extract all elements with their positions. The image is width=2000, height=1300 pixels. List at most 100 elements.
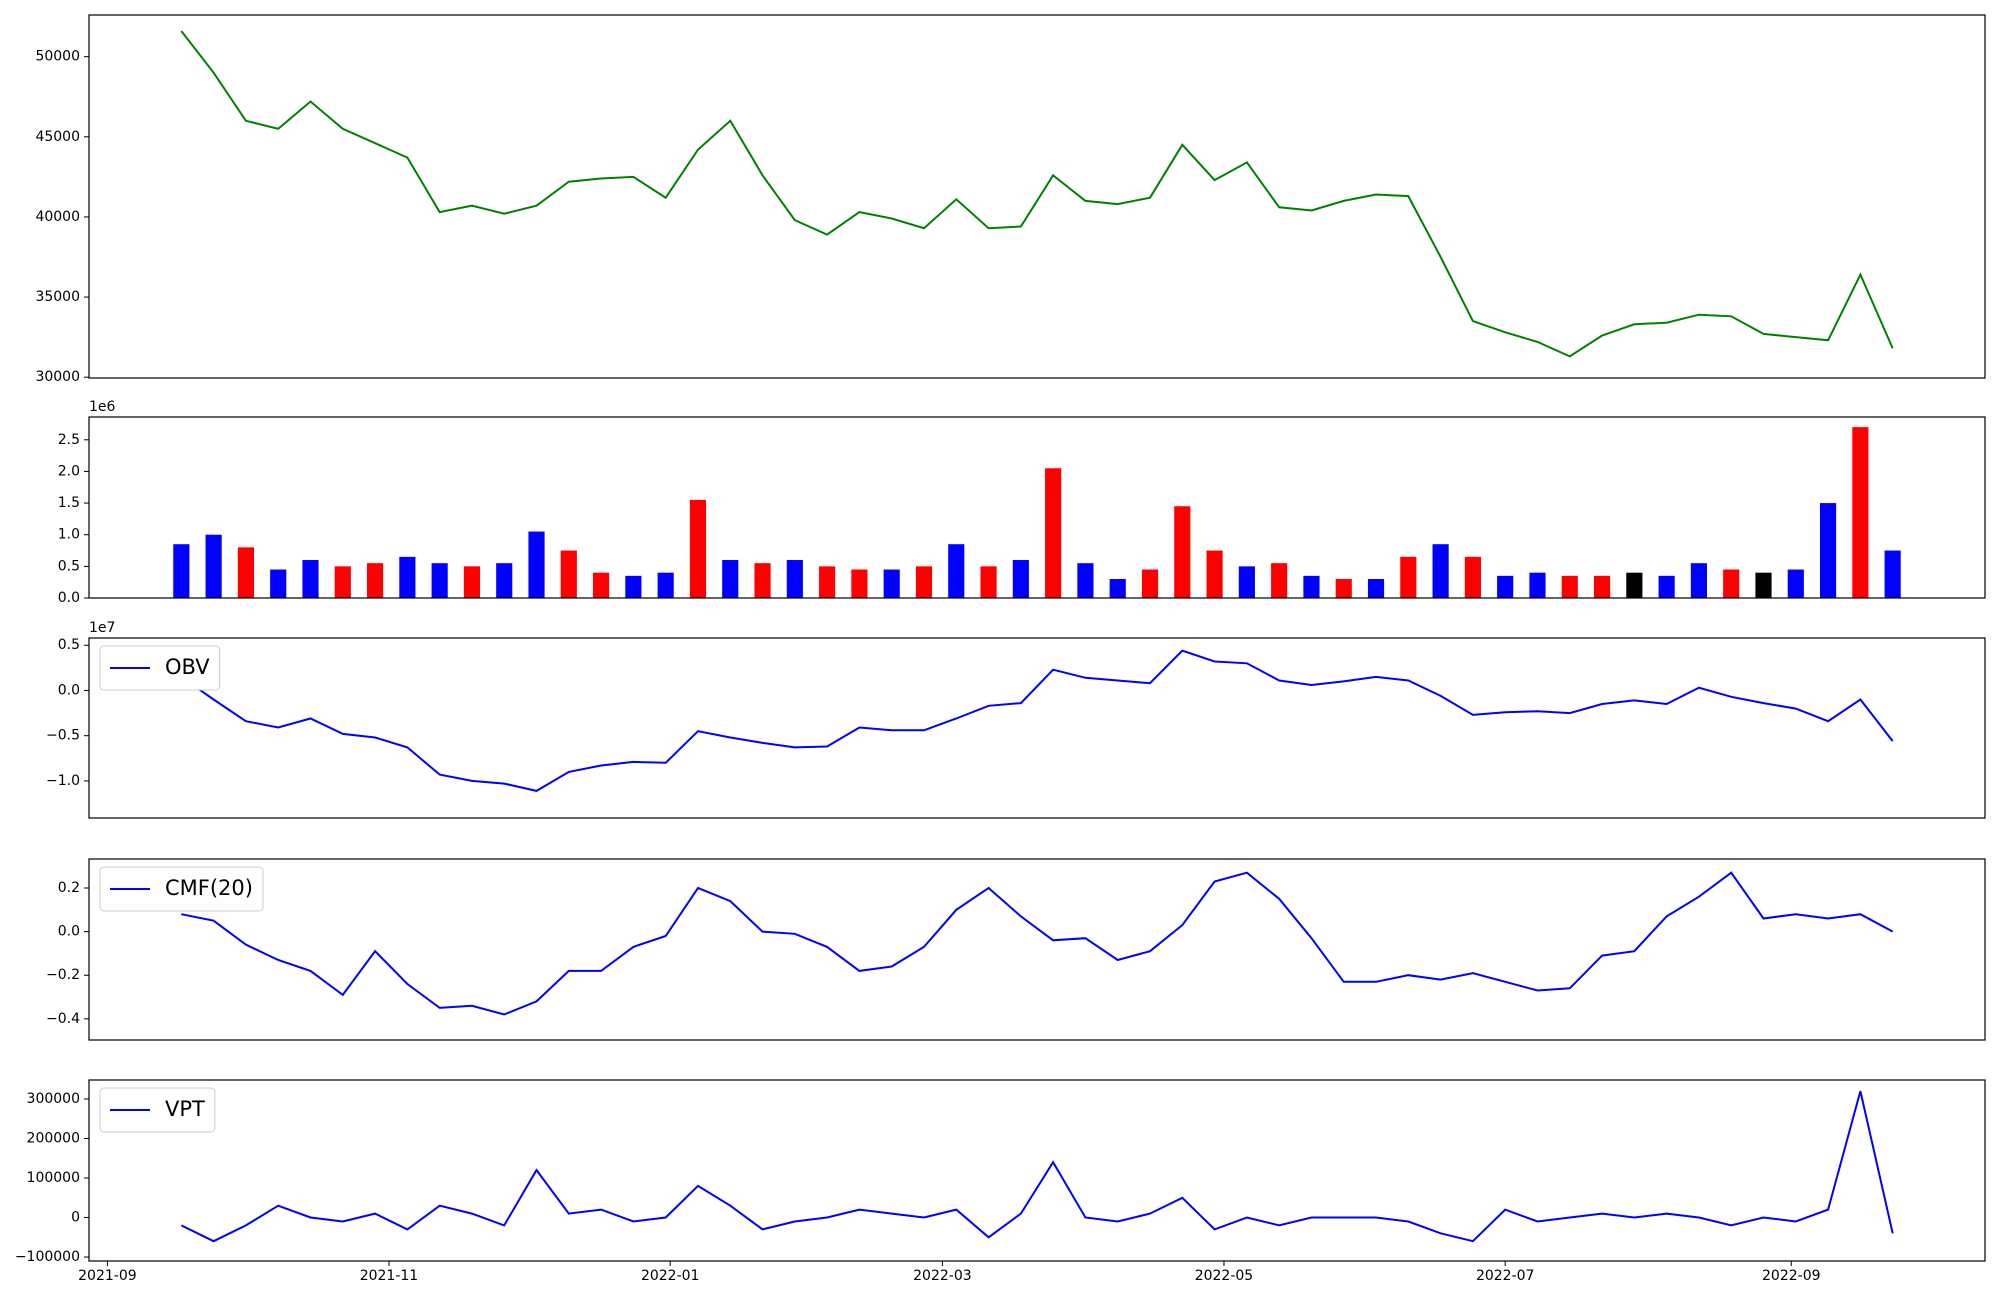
x-tick-label: 2022-03 [913, 1268, 972, 1284]
bar [1852, 427, 1869, 598]
bar [1400, 556, 1417, 598]
bar [1884, 550, 1901, 598]
bar [1820, 503, 1837, 598]
bar [883, 569, 900, 598]
x-tick-label: 2022-05 [1195, 1268, 1254, 1284]
bar [1529, 572, 1546, 598]
bar [173, 544, 190, 598]
bar [1045, 468, 1062, 598]
bar [302, 560, 319, 598]
legend-label: CMF(20) [165, 876, 253, 900]
bar [980, 566, 997, 598]
axes-frame [88, 14, 1986, 379]
y-tick-label: 2.0 [58, 463, 80, 479]
bar [1497, 575, 1514, 598]
bar [689, 499, 707, 598]
y-tick-label: 45000 [35, 129, 80, 145]
bar [593, 572, 610, 598]
bar [463, 566, 481, 598]
y-tick-label: 100000 [27, 1170, 80, 1186]
y-tick-label: 0.0 [58, 590, 80, 606]
bar [496, 563, 513, 598]
bar [1626, 572, 1643, 598]
bar [1012, 560, 1029, 598]
bar [1109, 579, 1126, 598]
legend-box [99, 1087, 216, 1133]
y-tick-label: 0.0 [58, 682, 80, 698]
bar [915, 566, 933, 598]
y-tick-label: 0.5 [58, 558, 80, 574]
bar [786, 560, 803, 598]
bar [1723, 569, 1740, 598]
y-tick-label: 0.5 [58, 637, 80, 653]
line-series [181, 871, 1894, 1016]
y-tick-label: 0.0 [58, 924, 80, 940]
bar [1690, 563, 1707, 598]
bar [528, 531, 545, 598]
y-tick-label: −100000 [15, 1249, 80, 1265]
y-tick-label: −0.4 [46, 1011, 80, 1027]
axes-frame [88, 1079, 1986, 1262]
bar [1206, 550, 1223, 598]
bar [399, 556, 416, 598]
y-tick-label: −0.2 [46, 967, 80, 983]
bar [754, 563, 771, 598]
bar [657, 572, 674, 598]
offset-label: 1e6 [89, 399, 116, 415]
y-tick-label: −0.5 [46, 728, 80, 744]
bar [367, 563, 384, 598]
legend-label: VPT [165, 1097, 205, 1121]
bar [1367, 579, 1385, 598]
bar [431, 563, 448, 598]
bar [1271, 563, 1288, 598]
y-tick-label: 35000 [35, 289, 80, 305]
legend-label: OBV [165, 655, 210, 679]
x-tick-label: 2022-07 [1476, 1268, 1535, 1284]
axes-frame [88, 637, 1986, 819]
x-tick-label: 2022-09 [1762, 1268, 1821, 1284]
bar [625, 575, 642, 598]
bar [1593, 575, 1611, 598]
bar [334, 566, 351, 598]
y-tick-label: 1.0 [58, 527, 80, 543]
legend-box [99, 645, 221, 691]
bar [237, 547, 254, 598]
bar [270, 569, 287, 598]
y-tick-label: 0 [71, 1210, 80, 1226]
bar [1658, 575, 1675, 598]
bar [722, 560, 739, 598]
line-series [180, 30, 1894, 358]
bar [851, 569, 868, 598]
offset-label: 1e7 [89, 620, 115, 636]
y-tick-label: −1.0 [46, 773, 80, 789]
y-tick-label: 30000 [35, 369, 80, 385]
bar [1755, 572, 1772, 598]
bar [1238, 566, 1255, 598]
line-series [180, 649, 1894, 792]
y-tick-label: 0.2 [58, 880, 80, 896]
bar [1335, 579, 1352, 598]
bar [1787, 569, 1804, 598]
y-tick-label: 2.5 [58, 432, 80, 448]
bar [1464, 556, 1481, 598]
bar [1432, 544, 1449, 598]
bar [1303, 575, 1320, 598]
bar [948, 544, 965, 598]
y-tick-label: 1.5 [58, 495, 80, 511]
line-series [180, 1090, 1894, 1243]
x-tick-label: 2022-01 [641, 1268, 700, 1284]
y-tick-label: 50000 [35, 49, 80, 65]
bar [1561, 575, 1578, 598]
bar [1174, 506, 1191, 598]
y-tick-label: 300000 [27, 1091, 80, 1107]
axes-frame [88, 416, 1986, 599]
axes-frame [88, 858, 1986, 1041]
x-tick-label: 2021-09 [78, 1268, 137, 1284]
bar [1141, 569, 1159, 598]
bar [1077, 563, 1094, 598]
x-tick-label: 2021-11 [360, 1268, 419, 1284]
bar [560, 550, 577, 598]
bar [819, 566, 836, 598]
legend-box [99, 866, 264, 912]
